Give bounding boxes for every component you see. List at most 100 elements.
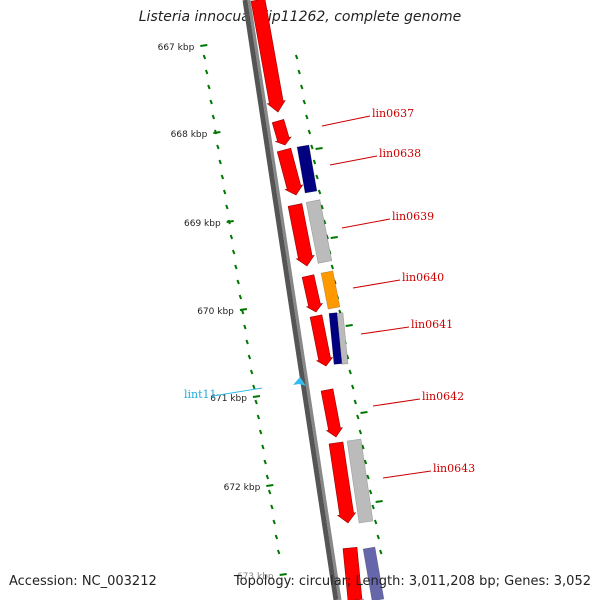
scale-dot — [249, 369, 254, 375]
scale-dot — [307, 129, 312, 135]
scale-dot — [348, 369, 352, 375]
tick-label: 673 kbp — [237, 572, 274, 582]
gene-label-leader — [372, 398, 421, 407]
tick-mark — [200, 44, 208, 47]
scale-dot — [207, 84, 211, 90]
scale-dot — [209, 99, 213, 105]
forward-gene-arrow — [271, 118, 292, 146]
gene-label-leader — [341, 218, 391, 229]
forward-gene-arrow — [328, 441, 357, 524]
scale-dot — [300, 84, 304, 90]
forward-gene-arrow — [301, 274, 324, 313]
scale-dot — [320, 204, 324, 210]
gene-label-lin0637: lin0637 — [372, 107, 414, 120]
tick-label: 667 kbp — [158, 43, 195, 53]
gene-features — [250, 0, 385, 600]
scale-dot — [276, 549, 281, 555]
scale-dot — [371, 504, 375, 510]
scale-dot — [204, 69, 209, 75]
tick-mark — [345, 324, 353, 327]
scale-dot — [312, 159, 317, 165]
accession-text: Accession: NC_003212 — [9, 574, 157, 589]
tick-mark — [375, 500, 383, 503]
gene-feature-lin0639 — [305, 199, 333, 264]
tick-label: 670 kbp — [197, 307, 234, 317]
scale-dot — [263, 459, 267, 465]
mobile-element-label: lint11 — [184, 388, 217, 401]
gene-label-lin0642: lin0642 — [422, 390, 464, 403]
scale-dot — [243, 324, 247, 330]
forward-gene-arrow — [250, 0, 286, 113]
scale-dot — [252, 384, 256, 390]
scale-ticks: 667 kbp 668 kbp 669 kbp 670 kbp 671 kbp 672 k… — [158, 43, 383, 582]
scale-dot — [302, 99, 306, 105]
scale-dot — [218, 159, 222, 165]
tick-label: 668 kbp — [171, 130, 208, 140]
tick-mark — [279, 573, 287, 576]
scale-dot — [376, 534, 380, 540]
scale-dot — [247, 354, 252, 360]
forward-gene-arrow — [320, 388, 344, 438]
scale-dot — [222, 189, 227, 195]
gene-labels: lint11 lin0637 lin0638 lin0639 lin0640 lin064… — [184, 107, 475, 479]
genome-title: Listeria innocua Clip11262, complete gen… — [138, 9, 462, 25]
gene-label-lin0643: lin0643 — [433, 462, 475, 475]
scale-dot — [261, 444, 265, 450]
scale-dot — [368, 489, 373, 495]
tick-mark — [213, 131, 221, 134]
backbone-line — [247, 0, 342, 600]
tick-mark — [330, 236, 338, 239]
scale-dot — [270, 504, 274, 510]
forward-gene-arrow — [287, 203, 315, 267]
scale-dot — [216, 144, 220, 150]
scale-dot — [379, 549, 383, 555]
scale-dot — [310, 144, 314, 150]
gene-label-leader — [382, 470, 432, 479]
genome-stats-text: Topology: circular; Length: 3,011,208 bp… — [233, 574, 591, 589]
scale-dot — [322, 219, 327, 225]
scale-dot — [294, 54, 299, 60]
scale-dot — [238, 294, 243, 300]
gene-label-leader — [360, 326, 410, 335]
tick-mark — [239, 308, 248, 311]
scale-dot — [236, 279, 240, 285]
gene-label-lin0641: lin0641 — [411, 318, 453, 331]
scale-dot — [366, 474, 370, 480]
gene-label-leader — [352, 279, 401, 289]
gene-feature-lin0641-part — [336, 312, 349, 365]
tick-mark — [266, 484, 274, 487]
gene-feature-lin0638 — [296, 144, 318, 194]
scale-dot — [229, 234, 234, 240]
gene-label-lin0639: lin0639 — [392, 210, 434, 223]
scale-dot — [373, 519, 378, 525]
scale-dot — [315, 174, 319, 180]
scale-dot — [330, 264, 335, 270]
scale-dot — [317, 189, 322, 195]
scale-dot — [267, 489, 272, 495]
scale-dot — [202, 54, 207, 60]
tick-mark — [252, 395, 261, 398]
scale-dot — [351, 384, 355, 390]
scale-dot — [353, 399, 357, 405]
gene-feature-lin0640 — [320, 270, 341, 310]
gene-feature-lin0643 — [346, 438, 374, 524]
forward-gene-arrow — [309, 314, 334, 367]
scale-dot — [265, 474, 270, 480]
backbone-shadow — [242, 0, 339, 600]
scale-dot — [256, 414, 261, 420]
scale-dot — [211, 114, 216, 120]
scale-dot — [234, 264, 238, 270]
gene-label-lin0640: lin0640 — [402, 271, 444, 284]
scale-dot — [363, 459, 368, 465]
scale-dot — [245, 339, 249, 345]
scale-dot — [358, 429, 363, 435]
mobile-element-leader — [212, 387, 263, 397]
forward-gene-arrow — [276, 147, 304, 196]
scale-dot — [297, 69, 301, 75]
gene-feature — [362, 546, 385, 600]
scale-dot — [254, 399, 258, 405]
genome-backbone — [242, 0, 342, 600]
tick-label: 671 kbp — [210, 394, 247, 404]
mobile-element-marker — [293, 377, 306, 386]
scale-dot — [361, 444, 365, 450]
